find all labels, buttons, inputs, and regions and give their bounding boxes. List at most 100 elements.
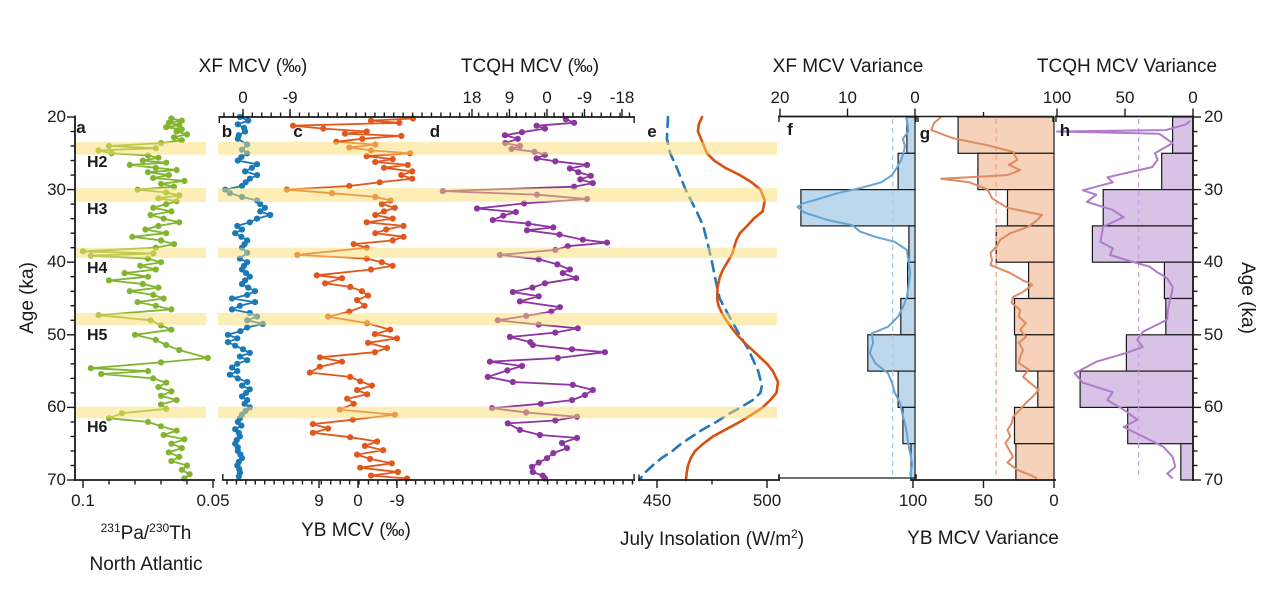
series-a-marker	[176, 219, 183, 226]
series-a-marker	[178, 445, 185, 452]
series-c-marker	[394, 468, 401, 476]
series-a-marker	[157, 237, 165, 244]
axes-layer	[67, 108, 1201, 488]
series-a-marker	[144, 273, 152, 280]
series-c-marker	[371, 331, 378, 338]
series-a-marker	[155, 154, 162, 161]
series-c-marker	[350, 241, 357, 248]
series-d-marker	[541, 280, 549, 287]
series-c-marker	[409, 168, 416, 175]
variance-panel-h	[1056, 116, 1194, 481]
series-c-marker	[389, 215, 396, 222]
series-d-marker	[518, 362, 526, 370]
series-d-marker	[516, 298, 524, 305]
series-c-marker	[357, 378, 364, 385]
series-a-marker	[157, 180, 165, 187]
series-c-marker	[388, 460, 395, 467]
series-b-marker	[234, 335, 241, 342]
series-d-marker	[484, 373, 491, 380]
series-c-marker	[372, 211, 379, 219]
series-a-marker	[168, 326, 175, 333]
series-c-marker	[341, 130, 349, 137]
series-b-marker	[246, 175, 253, 182]
series-c-marker	[361, 442, 368, 449]
series-d-marker	[509, 378, 516, 386]
series-a-marker	[178, 466, 185, 473]
variance-bar-g	[1006, 189, 1055, 227]
series-c-marker	[338, 275, 346, 282]
series-a-marker	[152, 266, 159, 273]
series-d-marker	[589, 180, 596, 187]
series-c-marker	[363, 219, 370, 226]
series-a-marker	[155, 384, 162, 391]
series-a-marker	[129, 233, 136, 240]
series-b-marker	[251, 288, 259, 295]
series-c-marker	[383, 226, 390, 233]
series-d-marker	[512, 209, 519, 216]
series-d-marker	[529, 341, 536, 349]
series-a-marker	[134, 299, 141, 306]
series-layer	[79, 113, 1194, 482]
series-c-marker	[389, 237, 396, 244]
series-a-marker	[157, 401, 165, 408]
series-c-marker	[387, 326, 394, 333]
series-a-marker	[150, 204, 157, 211]
series-c-marker	[320, 125, 327, 132]
series-b-marker	[234, 121, 241, 128]
series-d-marker	[577, 176, 584, 183]
series-b-marker	[254, 161, 261, 168]
series-d-marker	[574, 325, 581, 332]
series-c-marker	[316, 363, 323, 370]
series-b-marker	[244, 291, 251, 298]
series-a-marker	[160, 431, 167, 439]
series-b-marker	[232, 342, 239, 349]
series-b-marker	[238, 382, 246, 389]
series-d-marker	[525, 220, 532, 227]
series-b-marker	[267, 211, 274, 219]
series-d-marker	[559, 270, 566, 277]
variance-bar-h	[1091, 225, 1194, 263]
series-c-marker	[374, 438, 381, 445]
variance-bar-h	[1161, 152, 1194, 191]
series-a-marker	[176, 453, 183, 460]
series-d-marker	[529, 468, 536, 476]
series-a-marker	[150, 291, 157, 298]
series-b-marker	[244, 357, 251, 364]
series-a-marker	[173, 128, 180, 135]
series-d-marker	[566, 266, 574, 273]
series-b-marker	[257, 201, 264, 208]
series-d-marker	[575, 169, 582, 176]
series-c-marker	[364, 339, 372, 346]
series-c-marker	[380, 447, 387, 454]
series-insolation-solid	[684, 115, 780, 482]
series-d-line	[441, 118, 608, 480]
series-c-marker	[383, 344, 391, 351]
series-a-marker	[204, 354, 211, 362]
series-b-marker	[237, 328, 244, 335]
series-a-marker	[142, 226, 149, 233]
series-c-marker	[404, 161, 411, 168]
series-d-marker	[563, 445, 571, 452]
series-c-marker	[391, 204, 398, 211]
series-d-marker	[587, 172, 594, 179]
series-a-marker	[168, 458, 175, 465]
series-c-marker	[357, 464, 364, 471]
series-b-marker	[228, 295, 236, 302]
series-b-marker	[236, 302, 243, 309]
series-c-marker	[380, 208, 388, 215]
series-b-marker	[238, 422, 245, 429]
series-insolation-dashed	[638, 115, 764, 482]
series-b-marker	[238, 393, 246, 400]
series-a-marker	[150, 174, 157, 182]
series-c-marker	[363, 128, 370, 135]
series-c-marker	[309, 421, 316, 428]
series-b-marker	[235, 473, 242, 480]
series-b-marker	[251, 299, 259, 306]
series-c-marker	[364, 292, 372, 299]
series-b	[222, 113, 274, 480]
series-c-marker	[398, 132, 405, 139]
series-a-marker	[186, 471, 193, 478]
series-c-marker	[313, 272, 320, 279]
series-b-marker	[234, 368, 241, 375]
